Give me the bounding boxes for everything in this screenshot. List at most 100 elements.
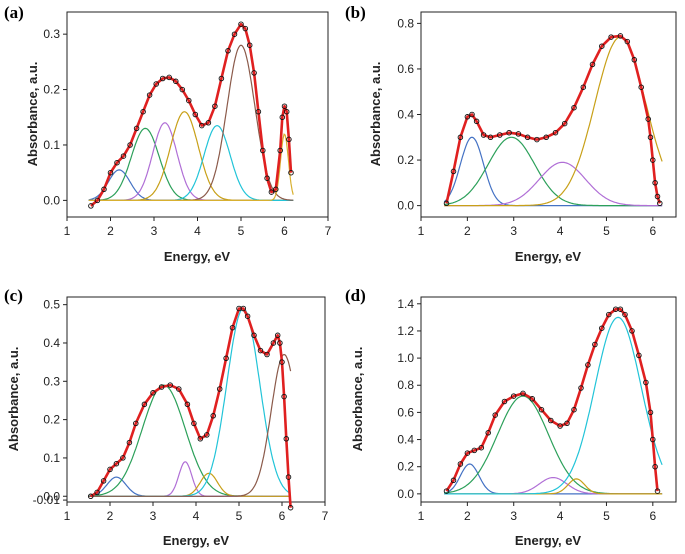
- data-point: [506, 129, 512, 136]
- data-point: [277, 147, 283, 154]
- data-point: [107, 466, 113, 473]
- x-tick-label: 3: [150, 509, 157, 523]
- cumulative-fit-line: [90, 22, 293, 207]
- peak-curve: [444, 463, 663, 495]
- cumulative-fit-line: [445, 34, 662, 204]
- chart-panel-c: (c) -0.010.0 0.1 0.2 0.3 0.4 0.5 1 2 3 4 5 6 7 Ener…: [4, 286, 329, 548]
- x-tick-label: 3: [510, 509, 517, 523]
- data-point: [485, 430, 491, 436]
- data-point: [279, 114, 286, 121]
- measured-points: [88, 21, 294, 209]
- x-tick-label: 6: [649, 224, 656, 238]
- peak-curve: [88, 384, 291, 497]
- data-point: [652, 180, 658, 186]
- data-point: [260, 147, 266, 154]
- y-tick-label: 1.2: [397, 324, 414, 338]
- data-point: [480, 132, 487, 138]
- data-point: [204, 432, 210, 438]
- data-point: [599, 43, 605, 49]
- data-point: [645, 116, 651, 122]
- measured-points: [443, 306, 661, 494]
- data-point: [552, 129, 559, 136]
- data-point: [524, 134, 531, 141]
- data-point: [257, 347, 264, 354]
- data-point: [624, 38, 631, 45]
- data-point: [443, 488, 450, 494]
- y-tick-label: 0.0: [43, 193, 60, 207]
- data-point: [617, 306, 624, 312]
- data-point: [225, 48, 231, 54]
- x-axis: 1 2 3 4 5 6: [418, 217, 656, 238]
- data-point: [287, 504, 294, 511]
- y-tick-label: 0.3: [43, 27, 60, 41]
- x-tick-label: 7: [325, 224, 332, 238]
- data-point: [515, 131, 522, 137]
- data-point: [636, 352, 642, 359]
- data-point: [589, 61, 596, 68]
- x-tick-label: 3: [510, 224, 517, 238]
- data-point: [205, 120, 212, 126]
- cumulative-fit-line: [445, 307, 659, 492]
- plot-frame: [420, 296, 677, 503]
- y-tick-label: 0.8: [397, 16, 414, 30]
- peak-curve: [444, 316, 663, 495]
- data-point: [212, 103, 218, 109]
- fit-curve: [90, 307, 292, 508]
- data-point: [654, 193, 661, 200]
- y-tick-label: 0.4: [397, 108, 414, 122]
- x-tick-label: 2: [464, 509, 471, 523]
- panel-label: (b): [345, 3, 366, 22]
- x-tick-label: 1: [64, 224, 71, 238]
- data-point: [153, 81, 159, 87]
- data-point: [285, 474, 292, 480]
- data-point: [464, 450, 471, 456]
- y-axis-label: Absorbance, a.u.: [6, 347, 21, 452]
- x-tick-label: 2: [107, 509, 114, 523]
- data-point: [606, 311, 612, 318]
- data-point: [176, 386, 182, 392]
- data-point: [127, 142, 133, 148]
- data-point: [140, 108, 146, 115]
- panel-label: (a): [4, 3, 24, 22]
- x-tick-label: 5: [603, 509, 610, 523]
- x-tick-label: 2: [107, 224, 114, 238]
- x-tick-label: 7: [322, 509, 329, 523]
- data-point: [100, 478, 107, 484]
- data-point: [159, 75, 166, 82]
- x-tick-label: 4: [557, 224, 564, 238]
- data-point: [534, 136, 540, 143]
- data-point: [251, 70, 257, 76]
- y-tick-label: 0.0: [43, 489, 60, 503]
- panel-label: (c): [4, 286, 23, 305]
- data-point: [114, 159, 120, 166]
- data-point: [631, 57, 638, 63]
- data-point: [186, 97, 192, 104]
- chart-panel-b: (b) 0.0 0.2 0.4 0.6 0.8 1 2 3 4 5 6 Energy, eV Ab…: [345, 3, 677, 264]
- data-point: [561, 120, 568, 127]
- data-point: [231, 31, 238, 37]
- peak-curve: [88, 133, 294, 201]
- fitted-peaks: [444, 316, 663, 495]
- data-point: [571, 104, 577, 111]
- data-point: [268, 189, 275, 195]
- data-point: [94, 197, 101, 204]
- data-point: [450, 168, 457, 175]
- data-point: [622, 311, 628, 318]
- data-point: [88, 203, 94, 209]
- x-tick-label: 1: [64, 509, 71, 523]
- data-point: [497, 132, 503, 138]
- measured-points: [443, 33, 663, 207]
- data-point: [647, 134, 654, 141]
- data-point: [184, 401, 191, 408]
- peak-curve: [88, 472, 291, 497]
- fit-curve: [445, 34, 662, 204]
- data-point: [279, 359, 285, 365]
- data-point: [216, 386, 223, 392]
- peak-curve: [444, 478, 663, 495]
- data-point: [218, 75, 225, 82]
- data-point: [273, 186, 279, 193]
- x-tick-label: 6: [279, 509, 286, 523]
- y-tick-label: 0.2: [397, 460, 414, 474]
- x-tick-label: 4: [193, 509, 200, 523]
- chart-panel-a: (a) 0.0 0.1 0.2 0.3 1 2 3 4 5 6 7 Energy, eV Abso…: [4, 3, 332, 264]
